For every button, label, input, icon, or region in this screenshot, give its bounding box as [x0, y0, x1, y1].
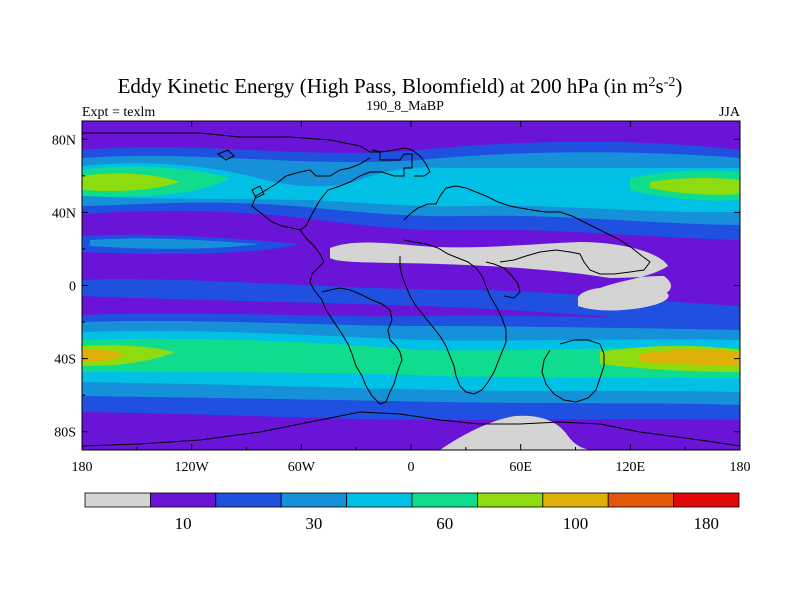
- subtitle-right: JJA: [719, 105, 741, 120]
- sh-band-100: [82, 338, 740, 378]
- nh-pacific-core-160: [82, 173, 180, 192]
- title-sup-1: 2: [649, 75, 656, 90]
- colorbar-swatch: [346, 492, 413, 508]
- x-tick-label: 60W: [288, 460, 316, 475]
- nh-band-60: [82, 163, 740, 213]
- coastline-central-america: [299, 229, 325, 291]
- plot-area: [82, 121, 740, 450]
- colorbar-swatch: [542, 492, 609, 508]
- y-tick-label: 80N: [52, 133, 76, 148]
- title-end-text: ): [675, 74, 682, 98]
- colorbar-label: 30: [305, 514, 322, 533]
- colorbar-swatch: [673, 492, 740, 508]
- coastline-africa: [399, 239, 507, 395]
- title-mid-text: s: [656, 74, 664, 98]
- subtitle-left: Expt = texlm: [82, 105, 155, 120]
- sh-core-west-160: [82, 349, 125, 362]
- tropics-gray-south: [578, 289, 669, 311]
- sh-core-west-130: [82, 345, 175, 366]
- coastlines: [82, 132, 740, 447]
- x-tick-label: 120E: [616, 460, 646, 475]
- colorbar-label: 180: [694, 514, 720, 533]
- coastline-islands-west: [216, 149, 265, 199]
- y-tick-label: 40S: [54, 353, 76, 368]
- colorbar-swatch: [280, 492, 348, 508]
- colorbar-label: 10: [175, 514, 192, 533]
- south-pole-gray: [440, 415, 590, 450]
- nh-east-core-160: [650, 178, 740, 195]
- y-tick-label: 40N: [52, 206, 76, 221]
- x-tick-label: 0: [408, 460, 415, 475]
- x-tick-label: 180: [72, 460, 93, 475]
- title-main-text: Eddy Kinetic Energy (High Pass, Bloomfie…: [118, 74, 649, 98]
- colorbar-swatch: [411, 492, 478, 508]
- y-tick-label: 80S: [54, 426, 76, 441]
- colorbar-label: 60: [436, 514, 453, 533]
- y-tick-label: 0: [69, 280, 76, 295]
- subtitle-center: 190_8_MaBP: [366, 99, 444, 114]
- chart-title: Eddy Kinetic Energy (High Pass, Bloomfie…: [118, 74, 683, 98]
- coastline-south-america: [313, 287, 403, 405]
- x-tick-label: 180: [730, 460, 751, 475]
- coastline-eurasia: [403, 185, 651, 275]
- tropics-gray-region: [330, 242, 671, 309]
- colorbar-swatch: [607, 492, 675, 508]
- colorbar: 10 30 60 100 180: [84, 492, 740, 533]
- colorbar-label: 100: [563, 514, 589, 533]
- coastline-arabia: [485, 261, 521, 299]
- colorbar-swatch: [215, 492, 282, 508]
- coastline-greenland: [371, 147, 431, 177]
- title-sup-2: -2: [664, 75, 676, 90]
- coastline-north-america: [82, 132, 413, 231]
- coastline-australia: [541, 339, 605, 403]
- tropics-streak-60: [90, 238, 260, 249]
- x-tick-label: 60E: [509, 460, 532, 475]
- sh-core-east-160: [640, 349, 740, 366]
- y-axis: 80N 40N 0 40S 80S: [52, 133, 740, 441]
- tropics-mid-30: [82, 279, 740, 326]
- colorbar-swatch: [476, 492, 544, 508]
- colorbar-swatch: [149, 492, 217, 508]
- coastline-antarctica: [82, 411, 740, 447]
- x-axis: 180 120W 60W 0 60E 120E 180: [72, 121, 751, 475]
- colorbar-swatch: [84, 492, 151, 508]
- x-tick-label: 120W: [175, 460, 210, 475]
